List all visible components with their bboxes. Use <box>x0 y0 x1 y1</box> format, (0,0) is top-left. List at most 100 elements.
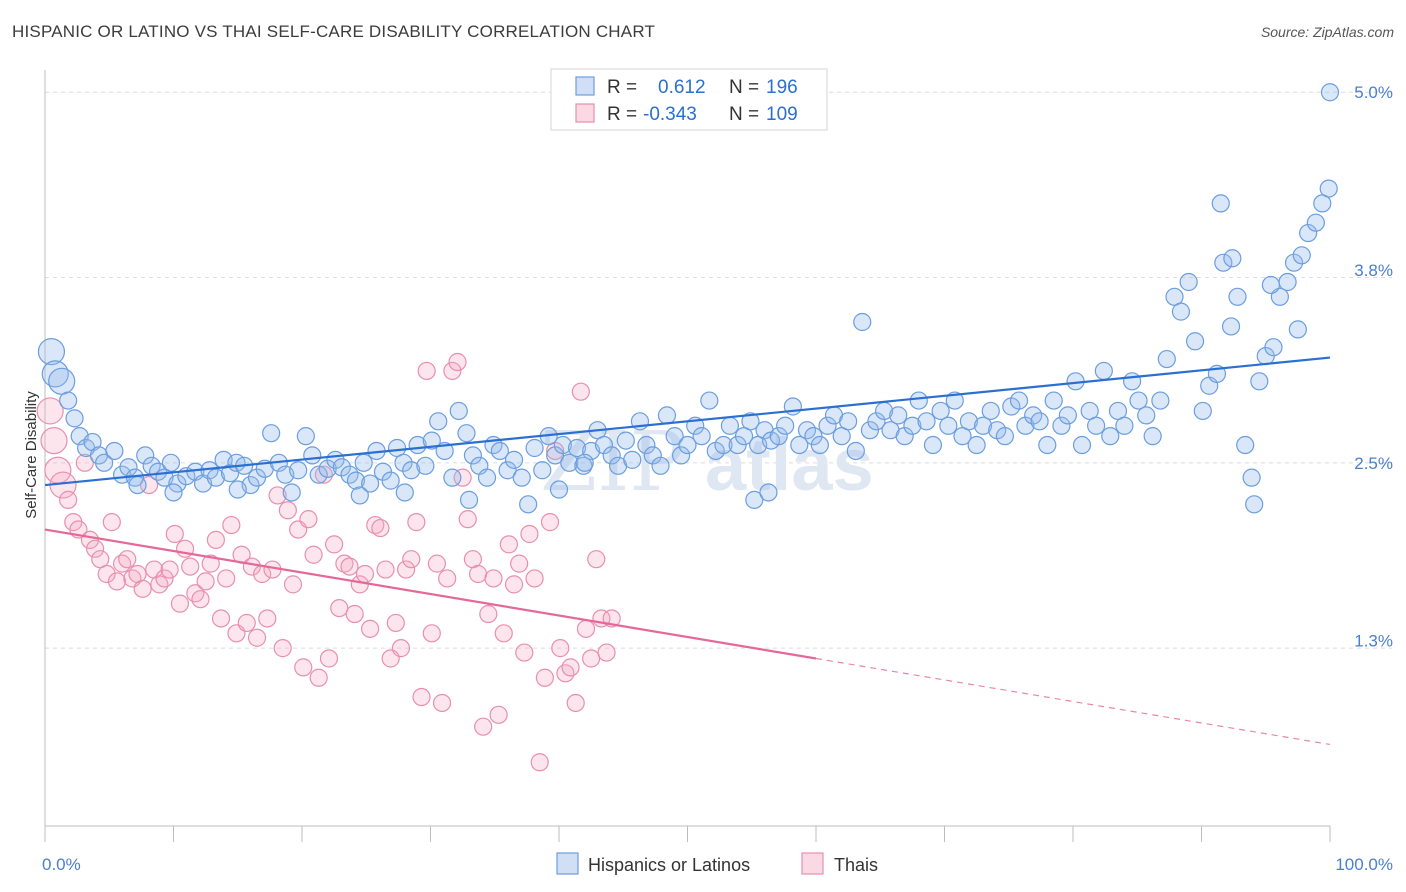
hispanic-point-178 <box>1284 253 1304 272</box>
y-tick-label-3: 1.3% <box>1354 632 1393 651</box>
hispanic-point-90 <box>665 427 684 446</box>
trend-line-1 <box>44 528 817 660</box>
thai-points <box>36 352 621 772</box>
hispanic-point-86 <box>637 435 656 455</box>
hispanic-point-38 <box>303 446 322 465</box>
hispanic-point-59 <box>449 401 468 421</box>
hispanic-point-67 <box>504 450 524 469</box>
hispanic-point-115 <box>839 412 858 431</box>
hispanic-point-189 <box>1288 320 1307 339</box>
hispanic-point-46 <box>361 474 380 493</box>
hispanic-points <box>37 83 1340 514</box>
hispanic-point-160 <box>1157 349 1176 369</box>
source-label: Source: ZipAtlas.com <box>1260 24 1394 40</box>
thai-point-32 <box>206 530 226 550</box>
hispanic-point-95 <box>700 391 719 410</box>
thai-point-34 <box>217 569 236 588</box>
thai-point-72 <box>412 687 431 707</box>
trend-line-extension-1 <box>815 657 1331 746</box>
hispanic-point-156 <box>1129 391 1148 410</box>
hispanic-point-183 <box>1319 179 1338 198</box>
hispanic-point-181 <box>1306 213 1325 232</box>
hispanic-point-105 <box>769 427 788 446</box>
hispanic-point-155 <box>1123 372 1142 391</box>
hispanic-point-133 <box>967 435 986 455</box>
hispanic-point-173 <box>1250 372 1269 391</box>
thai-point-87 <box>489 705 508 724</box>
hispanic-point-92 <box>678 435 697 455</box>
thai-point-104 <box>576 619 596 638</box>
hispanic-point-143 <box>1038 435 1057 455</box>
hispanic-point-179 <box>1292 246 1311 265</box>
thai-point-4 <box>59 490 78 509</box>
thai-point-45 <box>273 639 292 658</box>
hispanic-point-154 <box>1115 416 1134 435</box>
thai-point-38 <box>237 613 256 633</box>
x-tick-label-1: 100.0% <box>1335 855 1393 874</box>
hispanic-point-128 <box>931 401 950 421</box>
legend-r-label-2: R = <box>607 104 637 125</box>
thai-point-46 <box>278 501 297 520</box>
thai-point-86 <box>484 569 503 588</box>
thai-point-12 <box>102 513 121 532</box>
thai-point-15 <box>118 550 137 569</box>
watermark: ZIP atlas <box>540 415 874 510</box>
thai-point-69 <box>396 560 416 579</box>
thai-point-23 <box>160 560 179 579</box>
thai-point-79 <box>448 352 467 372</box>
hispanic-point-171 <box>1236 435 1255 455</box>
hispanic-point-84 <box>623 450 642 469</box>
thai-point-22 <box>155 569 174 588</box>
hispanic-point-151 <box>1094 361 1113 381</box>
hispanic-point-70 <box>525 438 544 458</box>
thai-point-63 <box>366 515 385 535</box>
hispanic-point-110 <box>804 427 823 446</box>
y-axis-label: Self-Care Disability <box>23 391 40 519</box>
hispanic-point-118 <box>860 421 880 440</box>
thai-point-77 <box>438 569 457 588</box>
hispanic-point-0 <box>37 338 66 366</box>
hispanic-point-164 <box>1185 332 1205 351</box>
thai-point-88 <box>494 624 513 643</box>
legend-n-value-2: 109 <box>766 104 798 125</box>
thai-point-91 <box>510 554 529 573</box>
hispanic-point-162 <box>1171 302 1191 321</box>
thai-point-78 <box>443 361 462 381</box>
thai-point-97 <box>540 513 560 532</box>
thai-point-80 <box>453 468 472 487</box>
hispanic-point-193 <box>575 453 594 472</box>
hispanic-point-159 <box>1151 391 1170 410</box>
thai-point-89 <box>499 535 518 554</box>
thai-point-70 <box>402 550 421 569</box>
axes <box>44 70 1331 842</box>
legend-box <box>550 68 828 131</box>
thai-point-61 <box>355 564 375 584</box>
thai-point-25 <box>170 594 190 613</box>
hispanic-point-55 <box>422 431 441 450</box>
trend-lines <box>44 356 1331 746</box>
thai-point-29 <box>191 590 210 609</box>
hispanic-point-125 <box>909 391 928 410</box>
hispanic-point-76 <box>567 438 587 458</box>
hispanic-point-191 <box>759 483 778 502</box>
hispanic-point-139 <box>1009 391 1029 410</box>
thai-point-101 <box>561 658 580 677</box>
hispanic-point-145 <box>1052 416 1071 435</box>
thai-point-95 <box>530 753 549 772</box>
hispanic-point-37 <box>296 427 315 446</box>
thai-point-24 <box>165 524 184 544</box>
hispanic-point-101 <box>741 412 760 431</box>
thai-point-83 <box>468 564 488 584</box>
hispanic-point-74 <box>553 435 572 455</box>
hispanic-point-36 <box>289 461 308 480</box>
thai-point-51 <box>304 545 323 564</box>
thai-point-94 <box>525 569 544 588</box>
thai-point-11 <box>97 564 116 584</box>
hispanic-point-42 <box>332 458 351 477</box>
thai-point-85 <box>479 604 498 624</box>
correlation-legend: R = 0.612 N = 196 R = -0.343 N = 109 <box>550 68 828 131</box>
thai-point-47 <box>283 575 303 594</box>
thai-point-68 <box>391 639 411 658</box>
thai-point-65 <box>376 560 395 579</box>
thai-point-105 <box>582 649 601 668</box>
